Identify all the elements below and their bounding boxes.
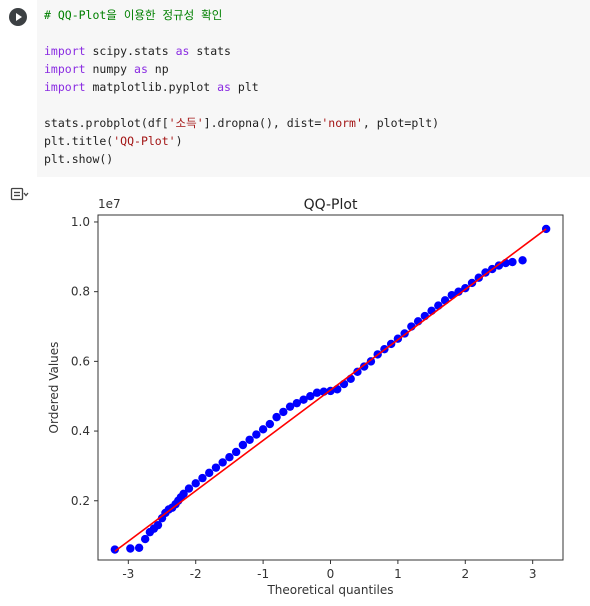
data-point (238, 440, 248, 450)
code-module: scipy.stats (85, 44, 176, 58)
data-point (140, 534, 150, 544)
data-point (299, 395, 308, 404)
data-point (285, 402, 295, 411)
data-point (204, 468, 214, 478)
code-module: numpy (85, 62, 135, 76)
code-text: ].dropna(), dist= (203, 116, 322, 130)
output-toggle-button[interactable] (10, 186, 30, 204)
code-probplot-line: stats.probplot(df['소득'].dropna(), dist='… (44, 114, 439, 132)
code-editor[interactable] (37, 0, 590, 177)
data-point (440, 296, 450, 305)
y-axis-label: Ordered Values (47, 342, 61, 434)
data-point (110, 545, 120, 554)
x-tick-label: -3 (122, 567, 134, 581)
code-keyword: as (217, 80, 231, 94)
data-point (126, 544, 135, 553)
data-point (184, 484, 194, 493)
x-axis-label: Theoretical quantiles (266, 583, 393, 597)
data-point (518, 256, 527, 265)
data-point (265, 419, 275, 429)
data-point (312, 388, 322, 397)
x-tick-label: -2 (190, 567, 202, 581)
data-point (252, 430, 261, 439)
code-keyword: import (44, 80, 86, 94)
data-point (353, 367, 362, 377)
code-alias: plt (230, 80, 259, 94)
fit-line (114, 228, 547, 552)
x-tick-label: -1 (257, 567, 269, 581)
y-tick-label: 1.0 (71, 215, 90, 229)
data-point (339, 379, 349, 389)
data-point (225, 452, 234, 462)
code-text: stats.probplot(df[ (44, 116, 169, 130)
data-point (481, 268, 490, 277)
code-module: matplotlib.pyplot (85, 80, 218, 94)
code-keyword: as (175, 44, 190, 58)
data-point (306, 392, 315, 401)
data-point (191, 479, 200, 488)
run-cell-button[interactable] (9, 8, 27, 26)
chart-title: QQ-Plot (304, 197, 358, 213)
data-point (134, 543, 144, 553)
code-import-matplotlib: import matplotlib.pyplot as plt (44, 78, 259, 96)
code-alias: np (147, 62, 169, 76)
data-point (279, 407, 288, 417)
data-point (179, 489, 188, 498)
code-keyword: import (44, 44, 86, 58)
code-alias: stats (189, 44, 231, 58)
data-point (272, 412, 281, 422)
code-string: 'norm' (321, 116, 363, 130)
y-tick-label: 0.6 (71, 354, 90, 368)
data-point (359, 362, 369, 371)
x-tick-label: 0 (327, 567, 335, 581)
qq-plot-chart: -3 -2 -1 0 1 2 3 0.2 0.4 0.6 0.8 1.0 1e7 QQ-Plot Theor… (47, 197, 564, 597)
code-string: 'QQ-Plot' (113, 134, 176, 148)
code-show-line: plt.show() (44, 152, 114, 166)
data-point (198, 473, 207, 483)
code-keyword: as (134, 62, 148, 76)
data-point (153, 520, 163, 530)
code-string: '소득' (168, 116, 204, 130)
code-text: ) (175, 134, 183, 148)
play-icon (16, 13, 22, 21)
data-point (258, 425, 268, 434)
y-tick-label: 0.8 (71, 285, 90, 299)
code-keyword: import (44, 62, 86, 76)
data-point (474, 273, 483, 282)
code-title-line: plt.title('QQ-Plot') (44, 132, 183, 150)
output-toggle-icon (10, 187, 29, 201)
code-import-scipy: import scipy.stats as stats (44, 42, 231, 60)
y-tick-label: 0.2 (71, 494, 90, 508)
y-tick-label: 0.4 (71, 424, 90, 438)
data-point (231, 447, 241, 457)
code-text: , plot=plt) (362, 116, 440, 130)
data-point (218, 458, 227, 467)
data-point (292, 398, 302, 408)
data-point (508, 257, 517, 267)
x-tick-label: 3 (529, 567, 537, 581)
code-comment-line: # QQ-Plot을 이용한 정규성 확인 (44, 8, 223, 22)
x-tick-label: 1 (394, 567, 402, 581)
code-import-numpy: import numpy as np (44, 60, 169, 78)
data-point (211, 463, 221, 472)
y-offset-label: 1e7 (98, 197, 121, 211)
x-tick-label: 2 (461, 567, 469, 581)
code-text: plt.title( (44, 134, 114, 148)
data-point (245, 435, 254, 444)
